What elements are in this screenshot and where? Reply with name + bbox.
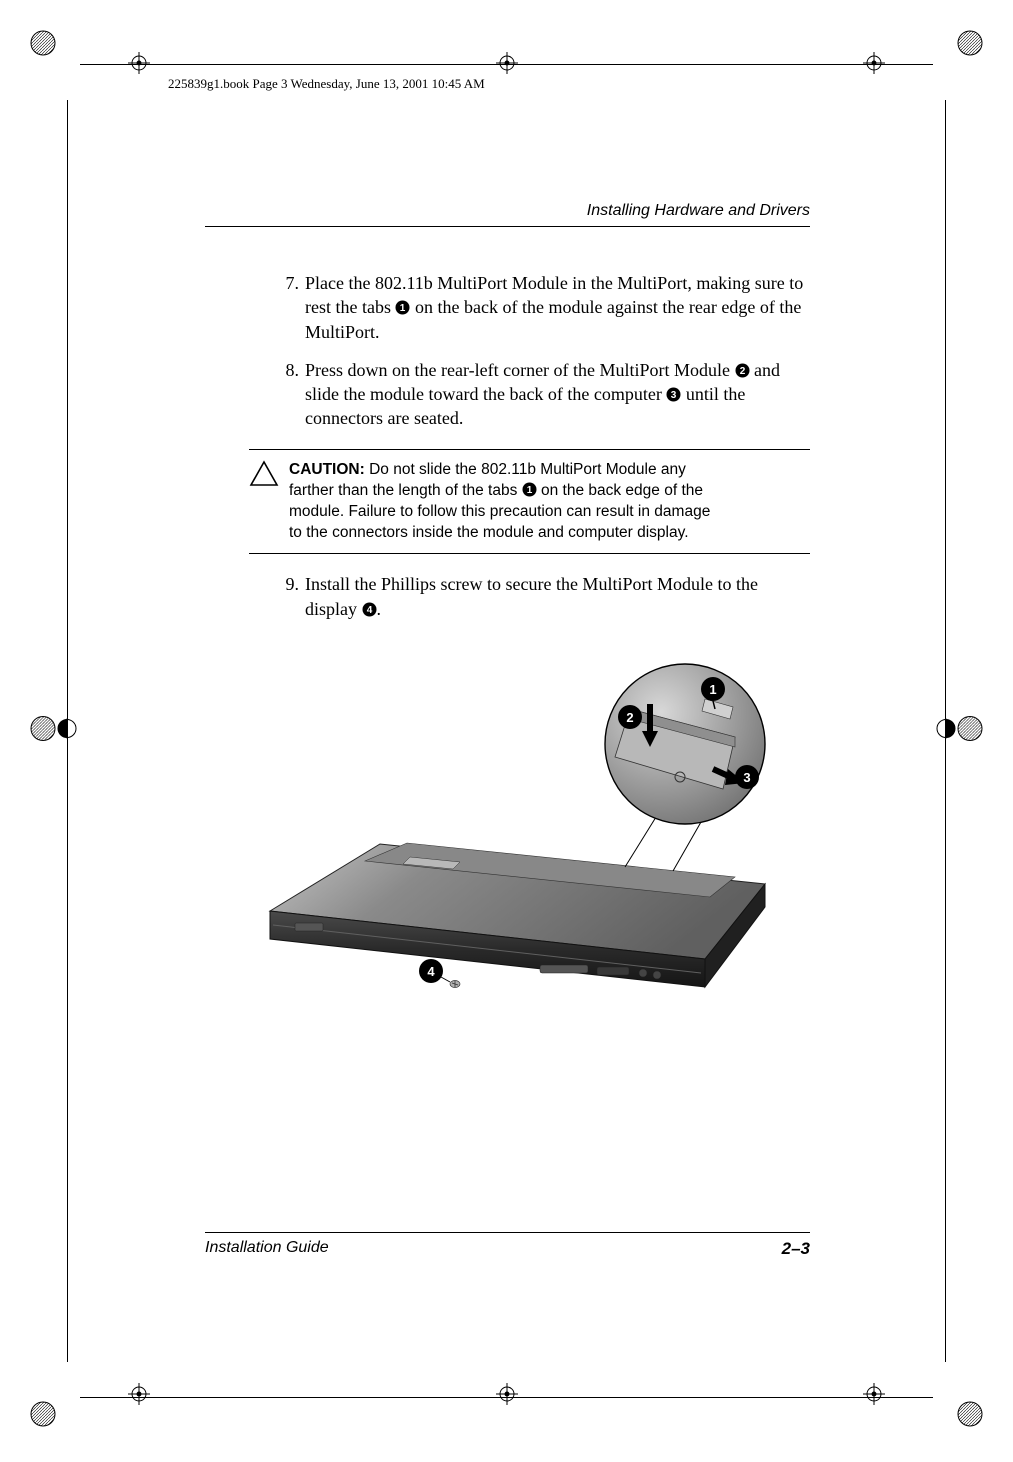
footer-left: Installation Guide — [205, 1239, 329, 1259]
step-num: 7. — [275, 271, 299, 344]
svg-text:2: 2 — [626, 710, 633, 725]
caution-icon — [249, 460, 283, 544]
cross-bl — [128, 1383, 150, 1410]
svg-text:2: 2 — [739, 366, 745, 377]
ref-1-icon: 1 — [522, 482, 537, 497]
step-9: 9. Install the Phillips screw to secure … — [205, 572, 810, 621]
cross-tl — [128, 52, 150, 79]
reg-mark-bl — [30, 1401, 56, 1432]
svg-text:3: 3 — [671, 390, 677, 401]
ref-1-icon: 1 — [395, 300, 410, 315]
halfmark-left — [57, 719, 77, 744]
page-content: Installing Hardware and Drivers 7. Place… — [205, 202, 810, 1029]
reg-mark-ml — [30, 716, 56, 747]
text: . — [377, 599, 382, 619]
step-body: Place the 802.11b MultiPort Module in th… — [305, 271, 810, 344]
ref-2-icon: 2 — [735, 363, 750, 378]
ref-3-icon: 3 — [666, 387, 681, 402]
cross-br — [863, 1383, 885, 1410]
job-stamp: 225839g1.book Page 3 Wednesday, June 13,… — [168, 76, 485, 92]
reg-mark-mr — [957, 716, 983, 747]
step-body: Press down on the rear-left corner of th… — [305, 358, 810, 431]
step-8: 8. Press down on the rear-left corner of… — [205, 358, 810, 431]
svg-text:3: 3 — [743, 770, 750, 785]
svg-text:1: 1 — [400, 303, 406, 314]
halfmark-right — [936, 719, 956, 744]
reg-mark-br — [957, 1401, 983, 1432]
cross-mb — [496, 1383, 518, 1410]
caution-block: CAUTION: Do not slide the 802.11b MultiP… — [249, 449, 810, 555]
cross-tr — [863, 52, 885, 79]
cross-mt — [496, 52, 518, 79]
step-num: 9. — [275, 572, 299, 621]
svg-text:1: 1 — [709, 682, 716, 697]
step-7: 7. Place the 802.11b MultiPort Module in… — [205, 271, 810, 344]
caution-text: CAUTION: Do not slide the 802.11b MultiP… — [289, 460, 810, 544]
text: Press down on the rear-left corner of th… — [305, 360, 735, 380]
running-head: Installing Hardware and Drivers — [205, 202, 810, 227]
svg-text:4: 4 — [427, 964, 435, 979]
reg-mark-tr — [957, 30, 983, 61]
svg-text:1: 1 — [526, 485, 532, 496]
step-num: 8. — [275, 358, 299, 431]
step-body: Install the Phillips screw to secure the… — [305, 572, 810, 621]
footer-right: 2–3 — [782, 1239, 810, 1259]
ref-4-icon: 4 — [362, 602, 377, 617]
laptop-figure: 1 2 3 4 — [235, 649, 795, 1029]
caution-label: CAUTION: — [289, 461, 365, 478]
page-footer: Installation Guide 2–3 — [205, 1232, 810, 1259]
reg-mark-tl — [30, 30, 56, 61]
svg-text:4: 4 — [366, 605, 372, 616]
